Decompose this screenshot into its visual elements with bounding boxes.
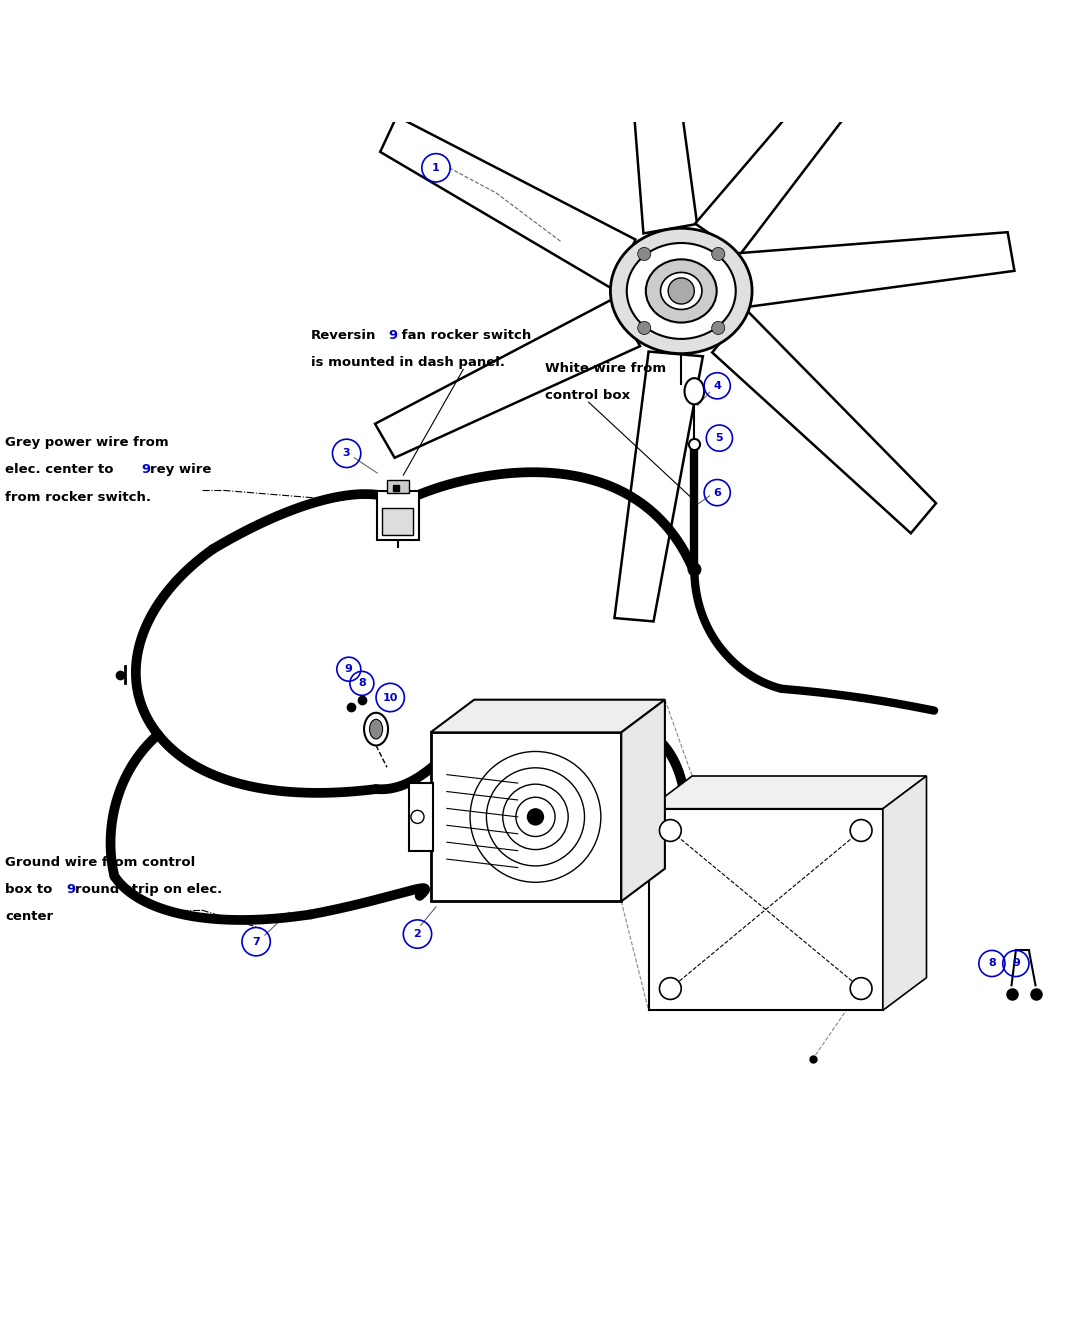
Text: 9: 9 [142, 463, 150, 476]
Ellipse shape [370, 719, 383, 739]
Text: 9: 9 [388, 329, 397, 343]
Polygon shape [375, 299, 640, 458]
Bar [409, 783, 433, 851]
Polygon shape [695, 19, 903, 255]
Text: 9: 9 [344, 664, 353, 674]
Circle shape [638, 321, 651, 335]
Text: Grey power wire from: Grey power wire from [5, 436, 169, 450]
Ellipse shape [627, 243, 736, 339]
Ellipse shape [610, 228, 752, 354]
Text: from rocker switch.: from rocker switch. [5, 491, 152, 503]
Text: 1: 1 [432, 163, 440, 173]
Text: round strip on elec.: round strip on elec. [75, 883, 222, 896]
Text: center: center [5, 910, 53, 923]
Circle shape [850, 819, 872, 842]
Text: 8: 8 [988, 959, 996, 968]
Ellipse shape [685, 378, 704, 404]
Bar [649, 808, 883, 1010]
Circle shape [659, 819, 681, 842]
Text: 4: 4 [713, 380, 722, 391]
Circle shape [850, 978, 872, 999]
Polygon shape [431, 700, 665, 732]
Polygon shape [615, 352, 703, 622]
Text: control box: control box [545, 390, 630, 402]
Text: box to: box to [5, 883, 58, 896]
Text: is mounted in dash panel.: is mounted in dash panel. [311, 356, 505, 370]
Polygon shape [380, 116, 635, 289]
Circle shape [638, 247, 651, 260]
Text: White wire from: White wire from [545, 362, 666, 375]
Text: 5: 5 [716, 434, 723, 443]
Bar [377, 491, 419, 540]
Text: 9: 9 [66, 883, 75, 896]
Text: elec. center to: elec. center to [5, 463, 119, 476]
Text: 7: 7 [252, 936, 261, 947]
Text: 9: 9 [1012, 959, 1020, 968]
Text: rey wire: rey wire [150, 463, 211, 476]
Polygon shape [883, 776, 926, 1010]
Ellipse shape [364, 712, 388, 746]
Polygon shape [622, 0, 698, 233]
Polygon shape [739, 232, 1015, 307]
Text: 6: 6 [713, 488, 722, 498]
Ellipse shape [661, 272, 702, 309]
Text: Ground wire from control: Ground wire from control [5, 855, 196, 868]
Bar [387, 480, 409, 494]
Circle shape [712, 321, 725, 335]
Circle shape [526, 808, 544, 826]
Ellipse shape [645, 259, 717, 323]
Text: 10: 10 [383, 692, 398, 703]
Polygon shape [621, 700, 665, 902]
Text: Reversin: Reversin [311, 329, 376, 343]
Text: fan rocker switch: fan rocker switch [397, 329, 531, 343]
Text: 8: 8 [358, 679, 366, 688]
Text: 2: 2 [413, 928, 422, 939]
Bar [383, 508, 413, 535]
Circle shape [712, 247, 725, 260]
Polygon shape [712, 311, 936, 534]
Circle shape [411, 810, 424, 823]
Bar [431, 732, 621, 902]
Text: 3: 3 [343, 448, 350, 459]
Circle shape [659, 978, 681, 999]
Circle shape [668, 277, 694, 304]
Polygon shape [649, 776, 926, 808]
